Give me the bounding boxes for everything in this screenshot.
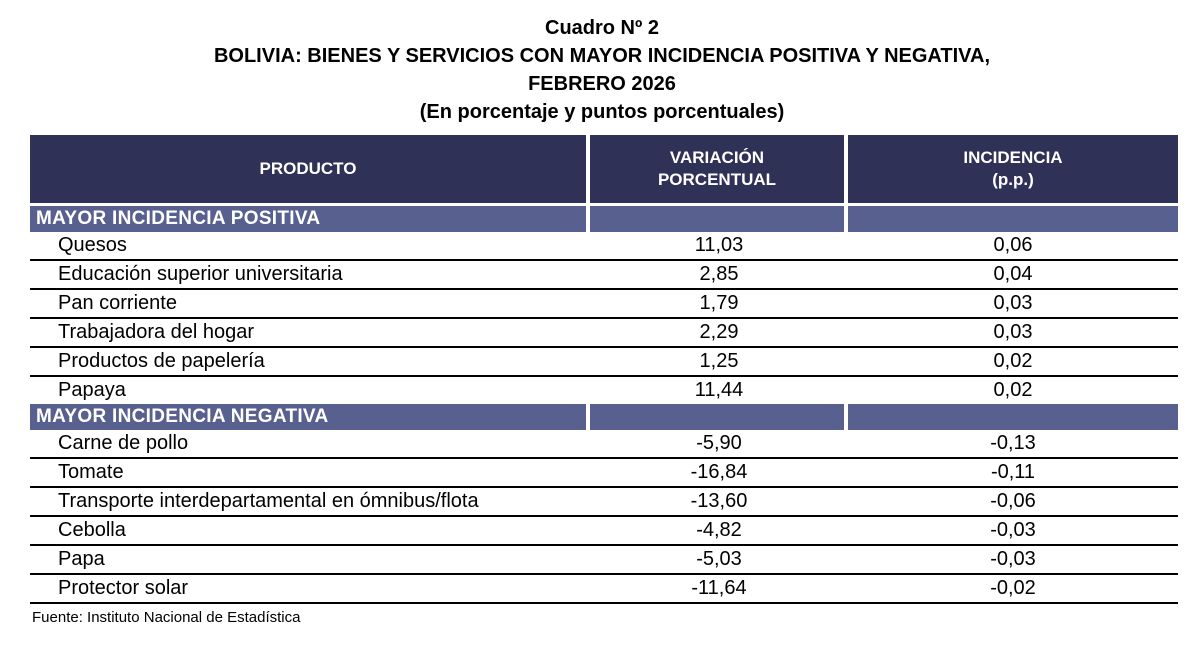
table-row: Cebolla -4,82 -0,03 bbox=[30, 517, 1178, 546]
incidencia-value: 0,04 bbox=[993, 263, 1033, 285]
table-row: Productos de papelería 1,25 0,02 bbox=[30, 348, 1178, 377]
variacion-value: 2,85 bbox=[699, 263, 739, 285]
table-row: Transporte interdepartamental en ómnibus… bbox=[30, 488, 1178, 517]
title-main: BOLIVIA: BIENES Y SERVICIOS CON MAYOR IN… bbox=[213, 45, 991, 67]
table-row: Papaya 11,44 0,02 bbox=[30, 377, 1178, 404]
incidence-table: PRODUCTO VARIACIÓN PORCENTUAL INCIDENCIA… bbox=[30, 135, 1178, 604]
variacion-value: 11,44 bbox=[694, 379, 744, 401]
section-spacer-cell bbox=[848, 206, 1178, 232]
table-row: Trabajadora del hogar 2,29 0,03 bbox=[30, 319, 1178, 348]
product-name: Protector solar bbox=[58, 577, 189, 599]
table-title-block: Cuadro Nº 2 BOLIVIA: BIENES Y SERVICIOS … bbox=[0, 0, 1204, 126]
incidencia-value: 0,02 bbox=[993, 379, 1033, 401]
product-name: Papaya bbox=[58, 379, 126, 401]
section-label-negativa: MAYOR INCIDENCIA NEGATIVA bbox=[30, 404, 590, 430]
product-name: Papa bbox=[58, 548, 105, 570]
column-header-producto: PRODUCTO bbox=[30, 135, 590, 203]
product-name: Quesos bbox=[58, 234, 127, 256]
variacion-value: -5,90 bbox=[696, 432, 742, 454]
incidencia-value: -0,03 bbox=[990, 519, 1036, 541]
source-note: Fuente: Instituto Nacional de Estadístic… bbox=[32, 609, 301, 626]
table-row: Educación superior universitaria 2,85 0,… bbox=[30, 261, 1178, 290]
incidencia-value: -0,13 bbox=[990, 432, 1036, 454]
table-row: Pan corriente 1,79 0,03 bbox=[30, 290, 1178, 319]
table-row: Carne de pollo -5,90 -0,13 bbox=[30, 430, 1178, 459]
variacion-value: -11,64 bbox=[691, 577, 747, 599]
section-spacer-cell bbox=[590, 404, 848, 430]
table-header-row: PRODUCTO VARIACIÓN PORCENTUAL INCIDENCIA… bbox=[30, 135, 1178, 203]
table-row: Quesos 11,03 0,06 bbox=[30, 232, 1178, 261]
section-spacer-cell bbox=[590, 206, 848, 232]
variacion-value: -16,84 bbox=[690, 461, 748, 483]
product-name: Trabajadora del hogar bbox=[58, 321, 255, 343]
variacion-value: -13,60 bbox=[690, 490, 748, 512]
title-units: (En porcentaje y puntos porcentuales) bbox=[419, 101, 785, 123]
variacion-value: -5,03 bbox=[696, 548, 742, 570]
section-spacer-cell bbox=[848, 404, 1178, 430]
product-name: Tomate bbox=[58, 461, 124, 483]
incidencia-value: 0,03 bbox=[993, 292, 1033, 314]
incidencia-value: 0,06 bbox=[993, 234, 1033, 256]
incidencia-value: 0,02 bbox=[993, 350, 1033, 372]
section-header-positiva: MAYOR INCIDENCIA POSITIVA bbox=[30, 206, 1178, 232]
product-name: Pan corriente bbox=[58, 292, 177, 314]
table-row: Protector solar -11,64 -0,02 bbox=[30, 575, 1178, 604]
product-name: Transporte interdepartamental en ómnibus… bbox=[58, 490, 479, 512]
variacion-value: 1,79 bbox=[699, 292, 739, 314]
incidencia-value: 0,03 bbox=[993, 321, 1033, 343]
incidencia-value: -0,11 bbox=[990, 461, 1036, 483]
title-period: FEBRERO 2026 bbox=[528, 73, 676, 95]
product-name: Educación superior universitaria bbox=[58, 263, 343, 285]
section-header-negativa: MAYOR INCIDENCIA NEGATIVA bbox=[30, 404, 1178, 430]
product-name: Cebolla bbox=[58, 519, 126, 541]
product-name: Carne de pollo bbox=[58, 432, 189, 454]
table-row: Papa -5,03 -0,03 bbox=[30, 546, 1178, 575]
incidencia-value: -0,02 bbox=[990, 577, 1036, 599]
variacion-value: 11,03 bbox=[694, 234, 744, 256]
product-name: Productos de papelería bbox=[58, 350, 265, 372]
variacion-value: -4,82 bbox=[696, 519, 742, 541]
column-header-variacion: VARIACIÓN PORCENTUAL bbox=[590, 135, 848, 203]
title-cuadro-number: Cuadro Nº 2 bbox=[545, 17, 659, 39]
section-label-positiva: MAYOR INCIDENCIA POSITIVA bbox=[30, 206, 590, 232]
incidencia-value: -0,03 bbox=[990, 548, 1036, 570]
incidencia-value: -0,06 bbox=[990, 490, 1036, 512]
table-row: Tomate -16,84 -0,11 bbox=[30, 459, 1178, 488]
column-header-incidencia: INCIDENCIA (p.p.) bbox=[848, 135, 1178, 203]
variacion-value: 1,25 bbox=[699, 350, 739, 372]
variacion-value: 2,29 bbox=[699, 321, 739, 343]
